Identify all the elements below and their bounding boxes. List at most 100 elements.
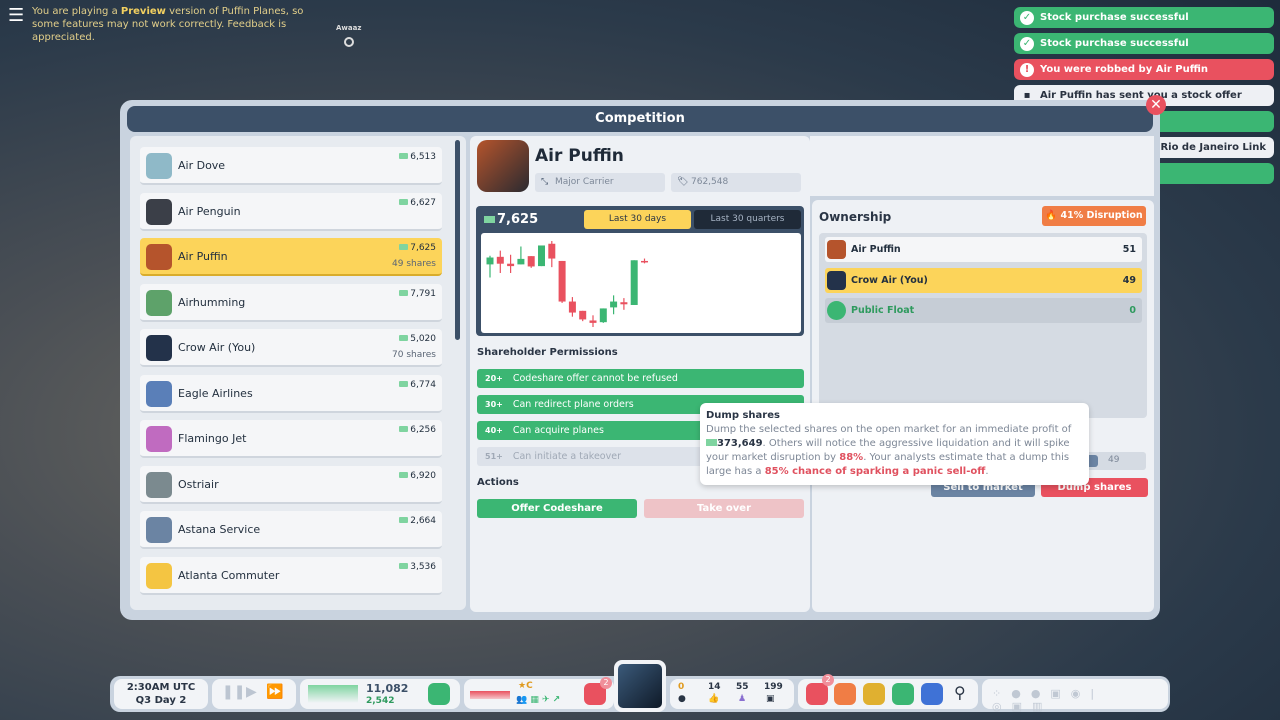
pause-icon[interactable]: ❚❚ [222,684,246,700]
actions-title: Actions [477,477,519,488]
alert-icon: ! [1020,62,1034,77]
company-logo [477,140,529,192]
tag-icon: 🏷 [677,177,689,187]
candle-body [538,245,545,267]
candle-body [620,302,628,305]
staff-icon: ♟ [738,694,747,704]
reputation-sparkline [470,691,510,699]
avatar [146,517,172,543]
candle-body [507,263,515,267]
cash-icon [484,216,495,223]
preview-notice: You are playing a Preview version of Puf… [32,6,304,43]
candle-body [496,256,504,264]
competitor-item[interactable]: Eagle Airlines 6,774 [140,374,442,413]
reputation-widget[interactable]: ★C 👥 ▦ ✈ ↗ 2 [464,677,614,709]
rating: ★C [518,681,533,691]
owner-row: Crow Air (You) 49 [825,268,1142,293]
news-icon[interactable] [584,683,606,705]
cash-sparkline [308,685,358,703]
avatar [146,335,172,361]
stocks-icon[interactable] [892,683,914,705]
permissions-title: Shareholder Permissions [477,347,618,358]
owner-row: Air Puffin 51 [825,237,1142,262]
clock: 2:30AM UTC Q3 Day 2 [114,679,208,709]
notification-badge: 2 [600,677,612,689]
competitor-item[interactable]: Air Dove 6,513 [140,147,442,185]
offer-codeshare-button[interactable]: Offer Codeshare [477,499,637,518]
check-icon: ✓ [1020,10,1034,25]
finance-widget[interactable]: 11,082 2,542 [300,679,460,709]
city-marker[interactable] [344,37,354,47]
toast-notification[interactable]: ✓ Stock purchase successful [1014,33,1274,54]
candle-body [527,256,535,267]
menu-icon[interactable]: ☰ [8,5,25,26]
avatar [146,198,172,225]
avatar [146,471,172,498]
tab-last-30-quarters[interactable]: Last 30 quarters [694,210,801,229]
dump-shares-tooltip: Dump shares Dump the selected shares on … [700,403,1089,485]
overlay-toggles[interactable]: ⁘●●▣◉|◎▣▥ [982,679,1168,713]
competitor-item[interactable]: Atlanta Commuter 3,536 [140,556,442,595]
avatar [146,562,172,589]
avatar [146,289,172,316]
list-scrollbar[interactable] [455,140,460,340]
candle-body [610,301,618,308]
avatar [827,271,846,290]
candle-body [558,260,566,302]
route-icon: ⤡ [541,177,549,187]
candle-body [517,258,525,265]
avatar [827,240,846,259]
speed-controls: ❚❚ ▶ ⏩ [212,679,296,709]
slider-handle[interactable] [1086,455,1098,467]
close-button[interactable]: ✕ [1146,95,1166,115]
header-strip [810,136,1154,196]
category-icons: 👥 ▦ ✈ ↗ [516,695,561,705]
stats-widget: 0 ● 14 👍 55 ♟ 199 ▣ [670,679,794,709]
routes-icon[interactable] [806,683,828,705]
avatar [146,244,172,270]
competitor-item[interactable]: Flamingo Jet 6,256 [140,420,442,458]
competitor-item[interactable]: Air Puffin 7,625 49 shares [140,238,442,276]
briefcase-icon[interactable] [863,683,885,705]
take-over-button[interactable]: Take over [644,499,804,518]
avatar [146,426,172,452]
thumbs-up-icon: 👍 [708,694,720,704]
player-avatar[interactable] [614,660,666,712]
play-icon[interactable]: ▶ [246,684,257,700]
coin-icon: ● [678,694,686,704]
candle-body [548,243,556,259]
competitor-item[interactable]: Astana Service 2,664 [140,511,442,549]
candle-body [579,310,587,320]
owner-row: Public Float 0 [825,298,1142,323]
map-city-label: Awaaz [336,24,362,32]
search-icon[interactable]: ⚲ [954,683,966,702]
finance-icon[interactable] [428,683,450,705]
window-title: Competition [127,106,1153,132]
permission-item: 20+ Codeshare offer cannot be refused [477,369,804,388]
shop-icon[interactable] [834,683,856,705]
toast-notification[interactable]: ✓ Stock purchase successful [1014,7,1274,28]
competitor-item[interactable]: Ostriair 6,920 [140,465,442,504]
avatar [146,380,172,407]
share-slider[interactable]: 49 [1080,452,1146,470]
tab-last-30-days[interactable]: Last 30 days [584,210,691,229]
valuation-chip: 🏷 762,548 [671,173,801,192]
globe-icon [827,301,846,320]
candle-body [589,320,597,323]
routes-badge: 2 [822,674,834,686]
competitor-item[interactable]: Crow Air (You) 5,020 70 shares [140,329,442,367]
briefcase-icon: ▪ [1023,90,1031,101]
candle-body [568,301,576,313]
toast-notification[interactable]: ! You were robbed by Air Puffin [1014,59,1274,80]
ownership-list [819,233,1147,418]
carrier-class-chip: ⤡ Major Carrier [535,173,665,192]
fast-forward-icon[interactable]: ⏩ [266,684,284,700]
candlestick-chart [481,233,801,333]
candle-body [599,308,607,323]
competitor-item[interactable]: Air Penguin 6,627 [140,192,442,231]
location-icon[interactable] [921,683,943,705]
ownership-title: Ownership [819,210,892,224]
competitor-item[interactable]: Airhumming 7,791 [140,283,442,322]
company-name: Air Puffin [535,146,624,166]
disruption-badge: 🔥 41% Disruption [1042,206,1146,226]
